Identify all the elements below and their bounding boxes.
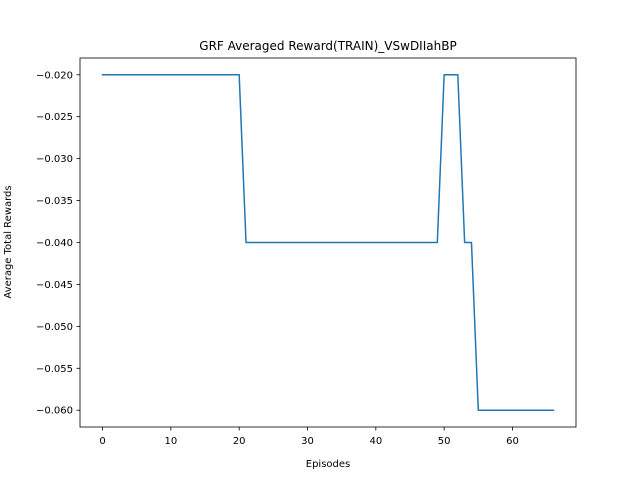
y-tick-label: −0.030 bbox=[36, 154, 73, 165]
series-lines bbox=[101, 74, 555, 411]
x-tick-label: 50 bbox=[438, 436, 451, 447]
y-tick-label: −0.025 bbox=[36, 112, 73, 123]
plot-frame bbox=[79, 57, 577, 428]
x-tick-label: 10 bbox=[164, 436, 177, 447]
y-tick-label: −0.060 bbox=[36, 406, 73, 417]
y-tick-label: −0.050 bbox=[36, 322, 73, 333]
y-tick-label: −0.055 bbox=[36, 364, 73, 375]
x-tick-label: 40 bbox=[369, 436, 382, 447]
y-tick-label: −0.040 bbox=[36, 238, 73, 249]
x-axis-label: Episodes bbox=[306, 459, 350, 470]
x-tick-label: 0 bbox=[99, 436, 105, 447]
x-tick-label: 60 bbox=[506, 436, 519, 447]
y-axis-label: Average Total Rewards bbox=[3, 185, 14, 298]
y-tick-label: −0.020 bbox=[36, 70, 73, 81]
chart-title: GRF Averaged Reward(TRAIN)_VSwDIIahBP bbox=[199, 39, 456, 53]
x-tick-label: 30 bbox=[301, 436, 314, 447]
x-tick-label: 20 bbox=[233, 436, 246, 447]
series-line bbox=[101, 74, 555, 411]
axis-ticks: 0 10 20 30 40 50 60 −0.020 −0.025 −0.030 −0.035 −0.… bbox=[36, 70, 519, 447]
y-tick-label: −0.045 bbox=[36, 280, 73, 291]
y-tick-label: −0.035 bbox=[36, 196, 73, 207]
